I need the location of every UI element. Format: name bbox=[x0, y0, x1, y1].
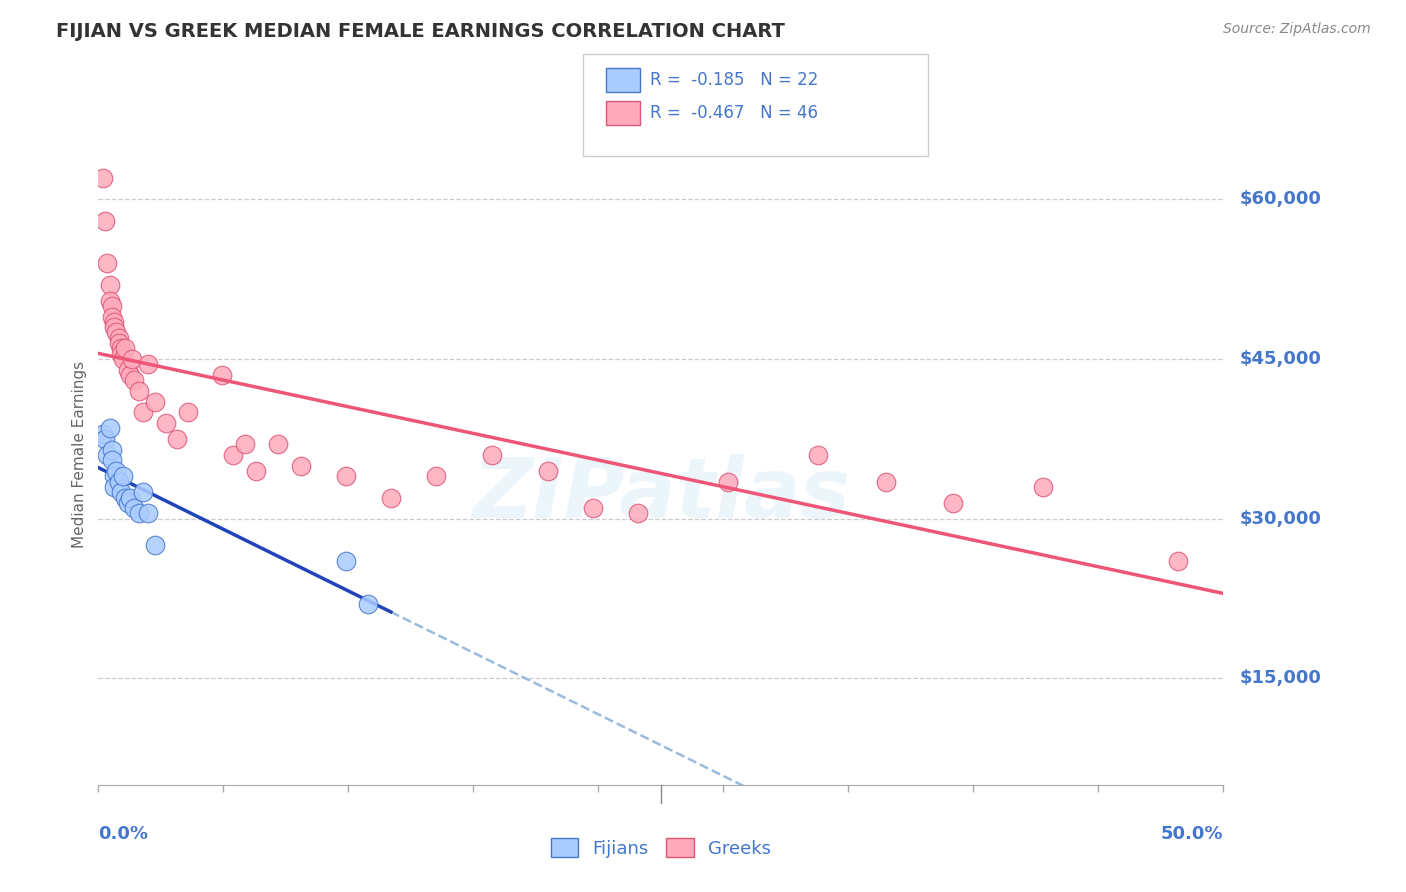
Point bbox=[132, 405, 155, 419]
Point bbox=[121, 352, 143, 367]
Point bbox=[118, 491, 141, 505]
Text: 50.0%: 50.0% bbox=[1161, 825, 1223, 843]
Point bbox=[118, 368, 141, 382]
Point bbox=[335, 469, 357, 483]
Point bbox=[98, 421, 121, 435]
Text: ZIPatlas: ZIPatlas bbox=[472, 454, 849, 535]
Point bbox=[245, 464, 267, 478]
Point bbox=[128, 507, 150, 521]
Point bbox=[211, 368, 233, 382]
Point bbox=[94, 213, 117, 227]
Point bbox=[110, 342, 132, 356]
Point bbox=[1167, 554, 1189, 568]
Y-axis label: Median Female Earnings: Median Female Earnings bbox=[72, 361, 87, 549]
Text: $15,000: $15,000 bbox=[1240, 670, 1322, 688]
Point bbox=[110, 485, 132, 500]
Point bbox=[96, 448, 118, 462]
Point bbox=[91, 171, 114, 186]
Point bbox=[717, 475, 740, 489]
Point bbox=[582, 501, 605, 516]
Point bbox=[117, 496, 139, 510]
Point bbox=[101, 299, 124, 313]
Point bbox=[128, 384, 150, 398]
Text: $45,000: $45,000 bbox=[1240, 350, 1322, 368]
Point bbox=[101, 310, 124, 324]
Point bbox=[132, 485, 155, 500]
Point bbox=[103, 315, 125, 329]
Legend: Fijians, Greeks: Fijians, Greeks bbox=[543, 831, 779, 865]
Point bbox=[107, 475, 129, 489]
Text: Source: ZipAtlas.com: Source: ZipAtlas.com bbox=[1223, 22, 1371, 37]
Point bbox=[124, 373, 146, 387]
Point bbox=[101, 453, 124, 467]
Point bbox=[233, 437, 256, 451]
Point bbox=[425, 469, 447, 483]
Point bbox=[114, 342, 136, 356]
Text: R =  -0.185   N = 22: R = -0.185 N = 22 bbox=[650, 70, 818, 89]
Point bbox=[537, 464, 560, 478]
Point bbox=[112, 352, 135, 367]
Point bbox=[136, 507, 159, 521]
Point bbox=[105, 326, 128, 340]
Point bbox=[96, 256, 118, 270]
Text: 0.0%: 0.0% bbox=[98, 825, 149, 843]
Point bbox=[94, 432, 117, 446]
Point bbox=[103, 320, 125, 334]
Point bbox=[166, 432, 188, 446]
Point bbox=[942, 496, 965, 510]
Text: $60,000: $60,000 bbox=[1240, 190, 1322, 209]
Point bbox=[101, 442, 124, 457]
Point bbox=[807, 448, 830, 462]
Point bbox=[103, 469, 125, 483]
Point bbox=[107, 331, 129, 345]
Point bbox=[114, 491, 136, 505]
Point bbox=[155, 416, 177, 430]
Point bbox=[1032, 480, 1054, 494]
Point bbox=[267, 437, 290, 451]
Point bbox=[481, 448, 503, 462]
Point bbox=[875, 475, 897, 489]
Point bbox=[177, 405, 200, 419]
Point bbox=[107, 336, 129, 351]
Point bbox=[290, 458, 312, 473]
Point bbox=[91, 426, 114, 441]
Point bbox=[103, 480, 125, 494]
Point bbox=[357, 597, 380, 611]
Point bbox=[124, 501, 146, 516]
Point bbox=[117, 363, 139, 377]
Point bbox=[143, 394, 166, 409]
Point bbox=[222, 448, 245, 462]
Point bbox=[98, 293, 121, 308]
Text: $30,000: $30,000 bbox=[1240, 510, 1322, 528]
Point bbox=[380, 491, 402, 505]
Point bbox=[105, 464, 128, 478]
Point bbox=[143, 538, 166, 552]
Point bbox=[627, 507, 650, 521]
Point bbox=[98, 277, 121, 292]
Point bbox=[136, 358, 159, 372]
Point bbox=[110, 347, 132, 361]
Text: R =  -0.467   N = 46: R = -0.467 N = 46 bbox=[650, 103, 817, 122]
Text: FIJIAN VS GREEK MEDIAN FEMALE EARNINGS CORRELATION CHART: FIJIAN VS GREEK MEDIAN FEMALE EARNINGS C… bbox=[56, 22, 785, 41]
Point bbox=[112, 469, 135, 483]
Point bbox=[335, 554, 357, 568]
